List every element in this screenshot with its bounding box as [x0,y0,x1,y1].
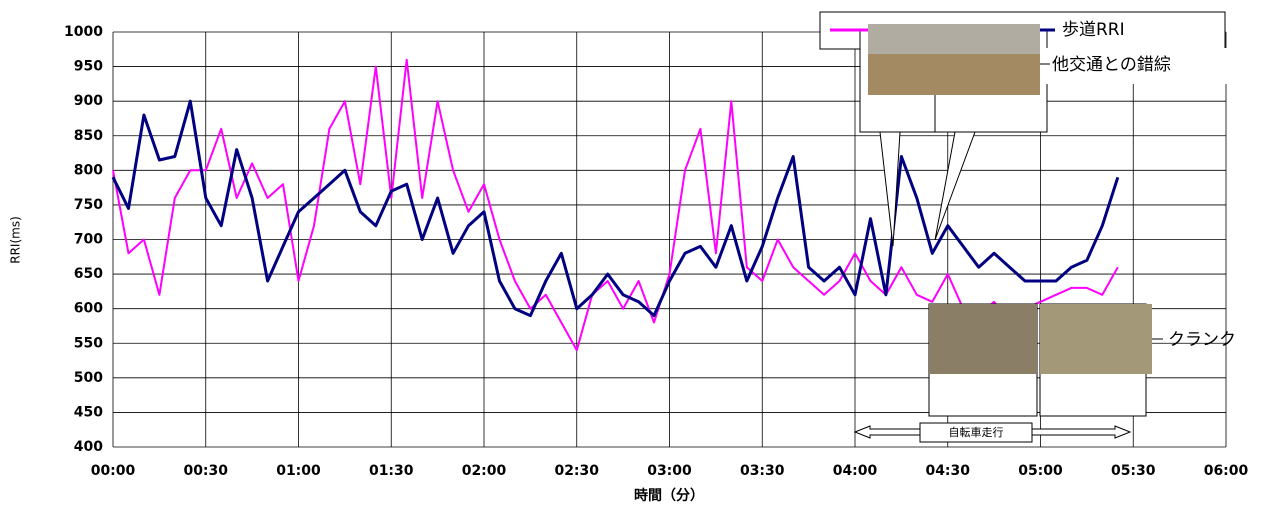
photo-detail [868,54,1040,95]
x-tick-label: 04:00 [833,463,878,479]
callout-pointer [880,132,900,246]
x-tick-label: 01:00 [276,463,321,479]
y-tick-label: 850 [74,128,103,144]
y-tick-label: 800 [74,162,103,178]
x-tick-label: 05:00 [1018,463,1063,479]
annotation: 自転車走行 [949,425,1004,439]
y-tick-label: 500 [74,370,103,386]
y-tick-label: 400 [74,439,103,455]
y-tick-label: 600 [74,301,103,317]
legend-label: 歩道RRI [1062,20,1125,40]
y-tick-label: 1000 [64,24,103,40]
y-axis-title: RRI(ms) [9,216,23,264]
y-tick-label: 550 [74,335,103,351]
annotation: 他交通との錯綜 [1052,55,1171,75]
y-tick-label: 950 [74,59,103,75]
x-tick-label: 05:30 [1111,463,1156,479]
x-tick-label: 02:00 [462,463,507,479]
annotation: クランク [1168,330,1236,350]
chart: RRI(ms) 時間（分） 400 450 500 550 600 650 700 750 80… [0,0,1265,508]
x-tick-label: 02:30 [554,463,599,479]
y-tick-label: 900 [74,93,103,109]
photo [1040,304,1152,374]
x-tick-label: 01:30 [369,463,414,479]
x-tick-label: 03:00 [647,463,692,479]
x-axis-title: 時間（分） [634,487,704,504]
callout-pointer [935,132,975,240]
y-tick-label: 650 [74,266,103,282]
y-tick-label: 450 [74,404,103,420]
y-tick-label: 750 [74,197,103,213]
x-tick-label: 03:30 [740,463,785,479]
photo-detail [868,24,1040,54]
x-tick-label: 00:00 [91,463,136,479]
x-tick-label: 06:00 [1204,463,1249,479]
photo [929,304,1037,374]
x-tick-label: 00:30 [183,463,228,479]
x-tick-label: 04:30 [925,463,970,479]
y-tick-label: 700 [74,232,103,248]
